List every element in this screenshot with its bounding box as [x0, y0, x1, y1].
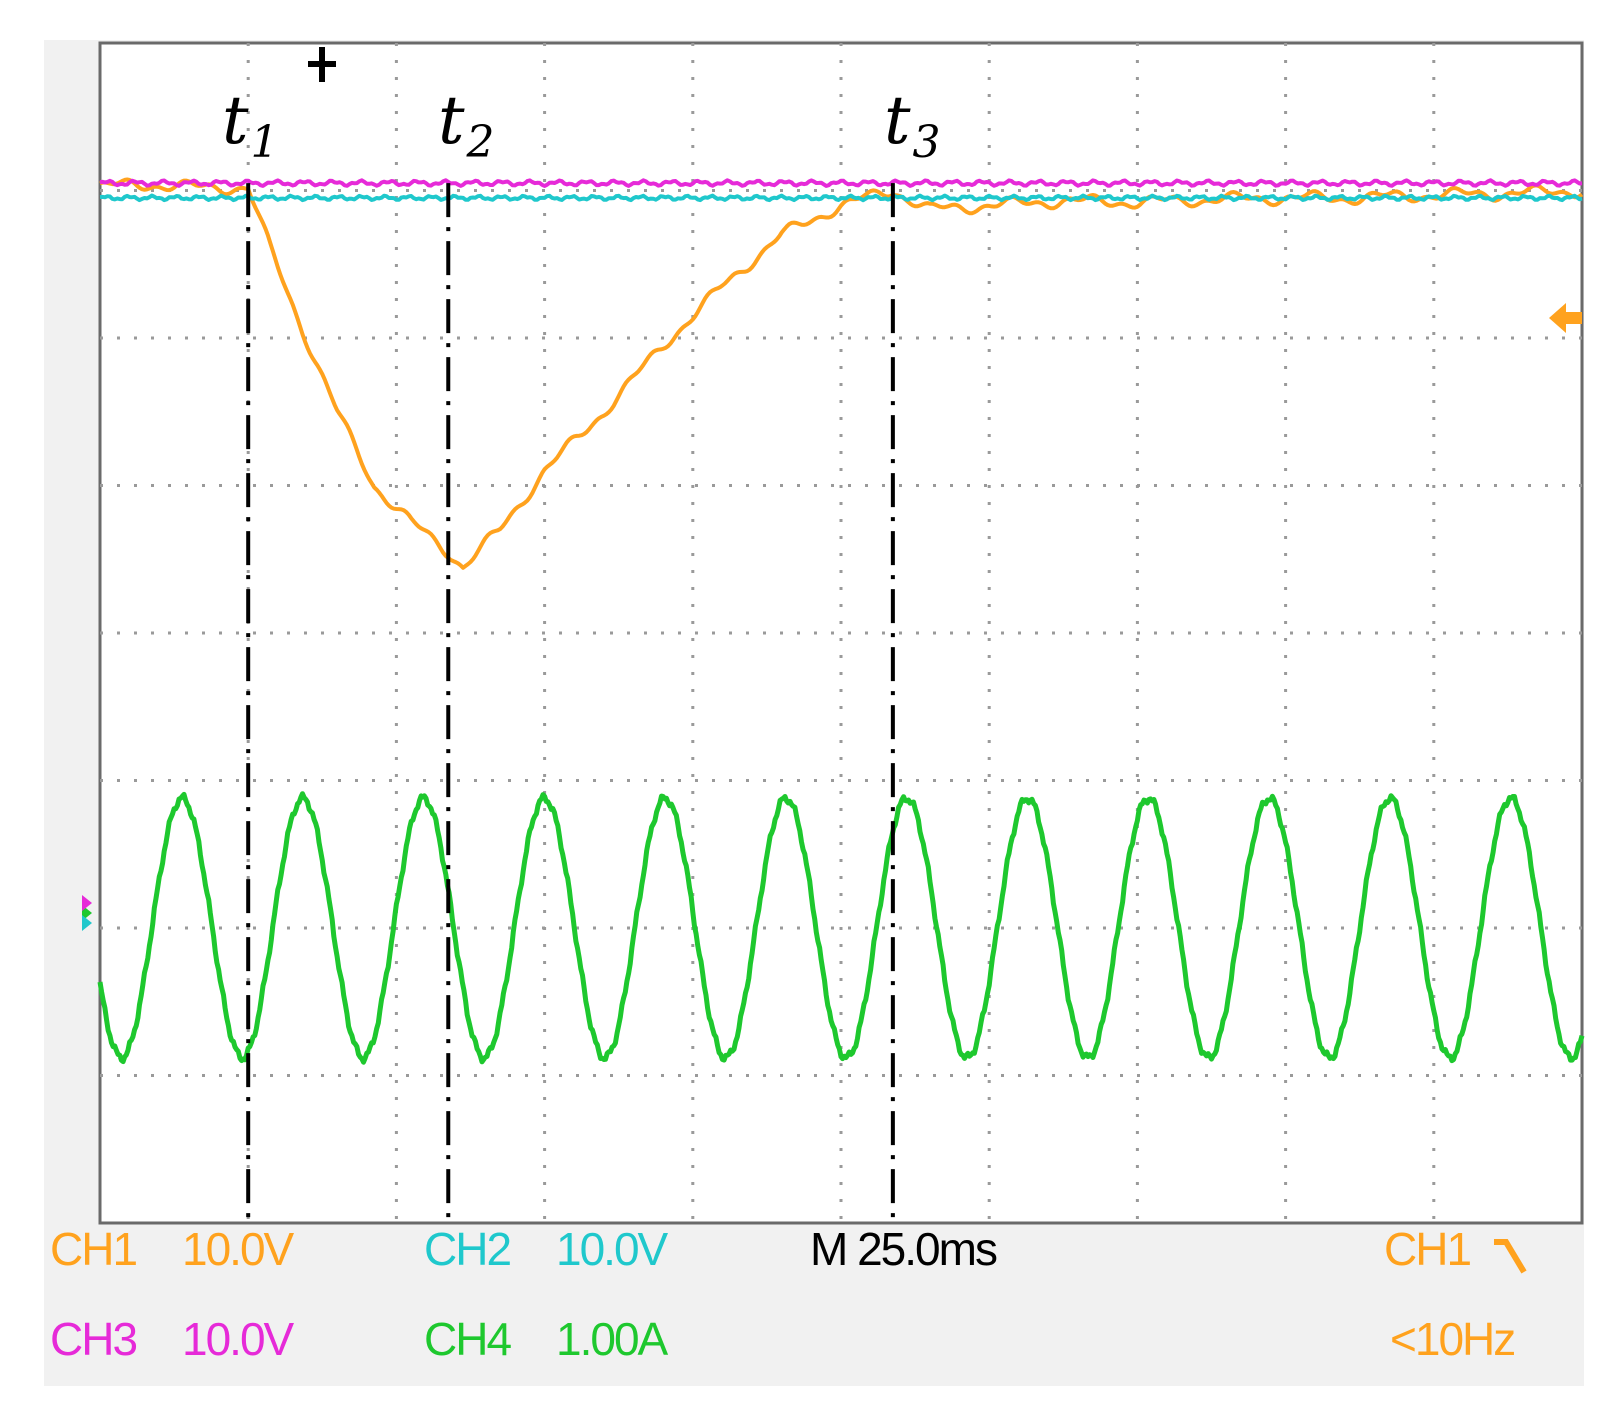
ch1-scale: 10.0V [182, 1223, 294, 1275]
trigger-position-icon [308, 47, 336, 82]
ch2-ground-marker-icon [82, 915, 92, 931]
ch4-name: CH4 [424, 1313, 512, 1365]
ch3-name: CH3 [50, 1313, 138, 1365]
cursor-label-t2: t2 [438, 82, 495, 168]
ch3-scale: 10.0V [182, 1313, 294, 1365]
trigger-level-icon [1549, 303, 1582, 333]
ch4-scale: 1.00A [556, 1313, 668, 1365]
ch3-ground-marker-icon [82, 895, 92, 911]
cursor-label-t1: t1 [222, 82, 279, 168]
falling-edge-icon [1490, 1236, 1530, 1281]
ch3-trace [99, 178, 1583, 188]
ch1-name: CH1 [50, 1223, 138, 1275]
ch2-trace [99, 193, 1583, 203]
frequency-readout: <10Hz [1390, 1313, 1516, 1365]
timebase-readout: M 25.0ms [810, 1223, 998, 1275]
ch1-trace [99, 177, 1584, 570]
ch2-scale: 10.0V [556, 1223, 668, 1275]
ch2-name: CH2 [424, 1223, 512, 1275]
trigger-source: CH1 [1384, 1223, 1472, 1275]
ch4-trace [97, 791, 1585, 1065]
cursor-label-t3: t3 [884, 82, 941, 168]
